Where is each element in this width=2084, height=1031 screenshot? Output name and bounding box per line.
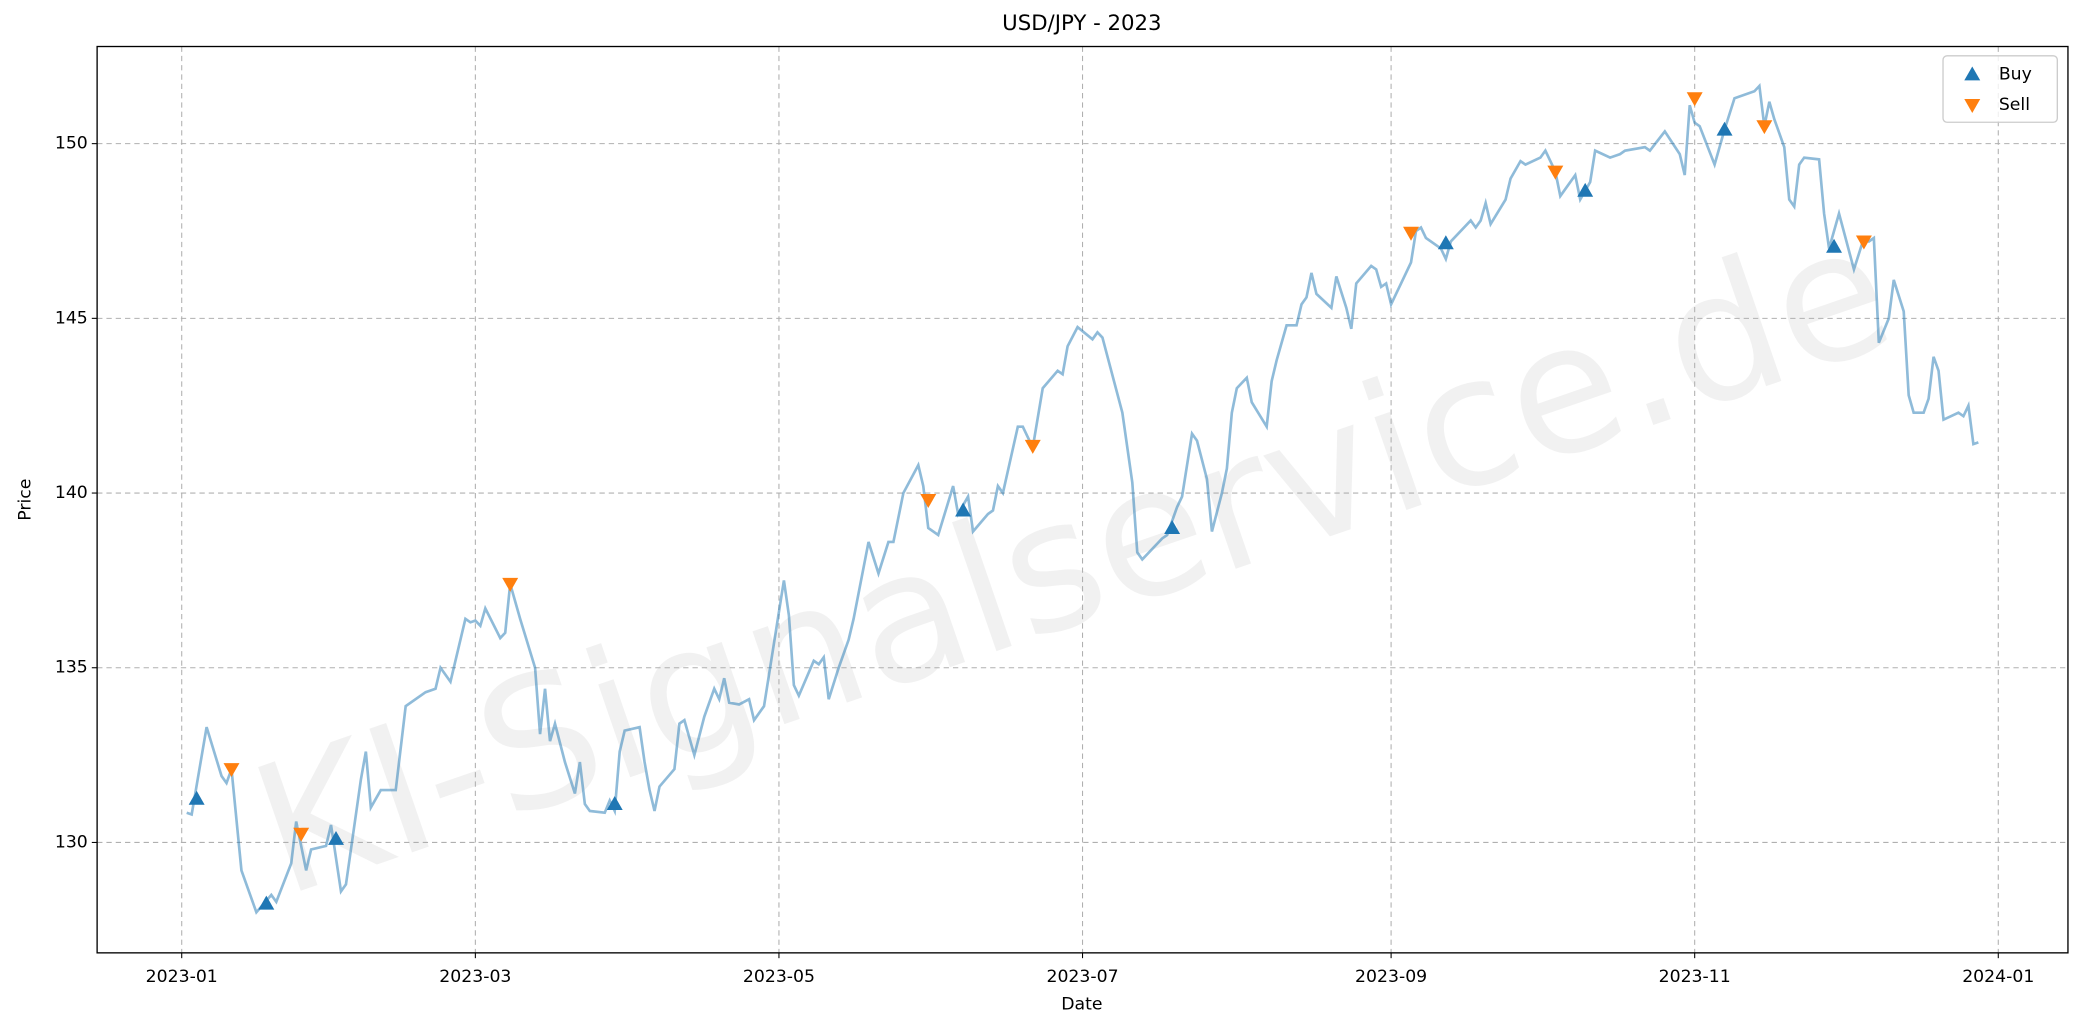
signal-marker <box>1826 238 1843 253</box>
legend-label: Sell <box>1999 95 2030 115</box>
x-tick-label: 2023-09 <box>1355 967 1427 987</box>
price-line <box>186 83 1979 915</box>
signal-marker <box>293 827 310 842</box>
legend-marker <box>1964 99 1981 113</box>
plot-frame <box>96 45 2069 954</box>
legend-label: Buy <box>1999 64 2032 84</box>
y-tick-label: 145 <box>55 308 88 328</box>
x-tick-label: 2024-01 <box>1962 967 2034 987</box>
signal-marker <box>1756 120 1773 135</box>
legend-marker <box>1964 66 1981 81</box>
signal-marker <box>1547 165 1564 180</box>
x-tick-label: 2023-11 <box>1659 967 1731 987</box>
signal-marker <box>1855 235 1872 250</box>
signal-marker <box>1686 92 1703 107</box>
y-tick-label: 150 <box>55 134 88 154</box>
x-tick-label: 2023-01 <box>146 967 218 987</box>
signal-marker <box>1716 121 1733 136</box>
signal-marker <box>258 895 275 910</box>
signal-marker <box>1024 439 1041 454</box>
y-axis-label: Price <box>15 479 35 521</box>
x-axis-label: Date <box>1061 995 1102 1015</box>
signal-marker <box>606 796 623 810</box>
signal-marker <box>328 830 344 845</box>
y-tick-label: 140 <box>55 483 88 503</box>
signal-marker <box>1577 182 1594 197</box>
x-tick-label: 2023-07 <box>1046 967 1118 987</box>
x-tick-label: 2023-05 <box>743 967 815 987</box>
x-tick-label: 2023-03 <box>439 967 511 987</box>
y-tick-label: 130 <box>55 832 88 852</box>
signal-marker <box>955 502 972 517</box>
signal-marker <box>188 790 205 805</box>
y-tick-label: 135 <box>55 658 88 678</box>
signal-marker <box>1437 235 1454 250</box>
signal-marker <box>502 577 519 592</box>
signal-marker <box>1164 520 1181 534</box>
signal-marker <box>1403 226 1419 241</box>
chart-title: USD/JPY - 2023 <box>1002 11 1161 36</box>
signal-marker <box>920 494 937 509</box>
watermark: KI-Signalservice.de <box>230 183 1915 937</box>
signal-marker <box>223 763 240 778</box>
